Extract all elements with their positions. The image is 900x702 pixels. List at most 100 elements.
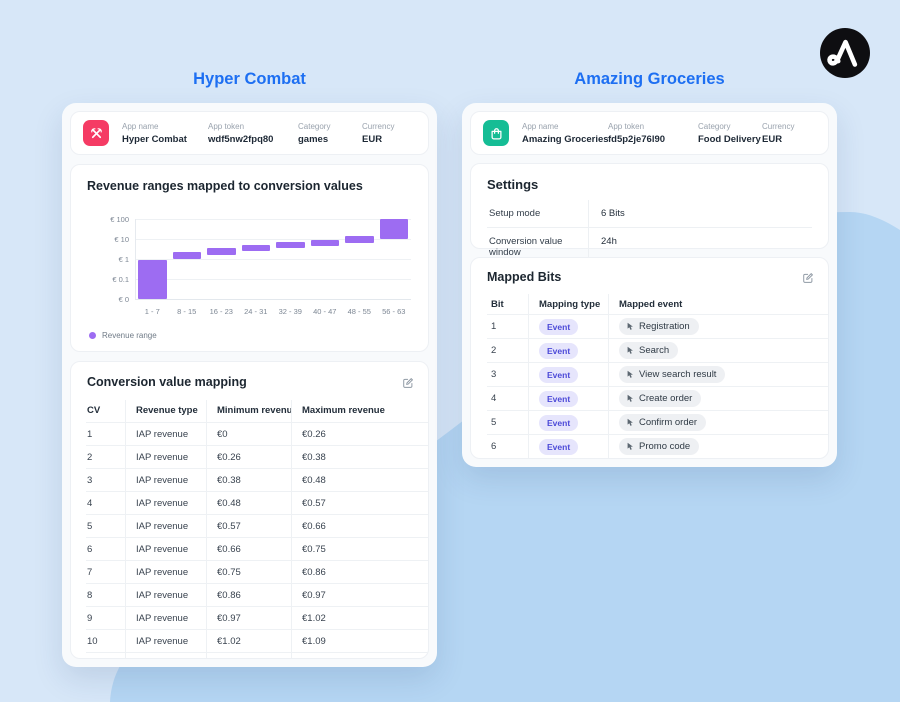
setting-label: Conversion value window: [487, 227, 589, 266]
field-label: App name: [522, 121, 559, 131]
cursor-icon: [627, 394, 633, 402]
cv-table-cell: €0.97: [207, 606, 292, 629]
field-label: Currency: [762, 121, 795, 131]
cv-table-cell: IAP revenue: [126, 583, 207, 606]
app-info-card-right: App name Amazing Groceries App token fd5p2j…: [470, 111, 829, 155]
cv-table-cell: €0.48: [292, 468, 428, 491]
cv-table-cell: 10: [86, 629, 126, 652]
cv-table-cell: €0.57: [207, 514, 292, 537]
settings-row: Conversion value window 24h: [487, 227, 812, 266]
edit-mapped-bits-button[interactable]: [800, 270, 816, 286]
field-value: games: [298, 133, 329, 145]
mapped-event-label: View search result: [639, 369, 717, 380]
cv-table-cell: €0.66: [207, 537, 292, 560]
cv-table-cell: €0.38: [207, 468, 292, 491]
mapped-event-cell: Search: [609, 338, 828, 362]
field-label: Category: [698, 121, 731, 131]
cv-table-header: Revenue type: [126, 400, 207, 422]
cv-table-cell: IAP revenue: [126, 445, 207, 468]
bit-number: 4: [487, 386, 529, 410]
mapped-bits-card: Mapped Bits Bit Mapping type Mapped event 1…: [470, 257, 829, 459]
field-value: Food Delivery: [698, 133, 761, 145]
mapped-event-pill: Registration: [619, 318, 699, 335]
cursor-icon: [627, 322, 633, 330]
chart-bar: [207, 247, 236, 256]
logo-a-mark: [827, 39, 858, 67]
cv-table-cell: IAP revenue: [126, 491, 207, 514]
x-axis-tick: 56 - 63: [382, 307, 406, 316]
cv-table-cell: 3: [86, 468, 126, 491]
field-value: fd5p2je76l90: [608, 133, 666, 145]
cv-table-cell: 7: [86, 560, 126, 583]
cv-table-cell: €0.86: [292, 560, 428, 583]
mapped-event-pill: Confirm order: [619, 414, 707, 431]
cv-mapping-card: Conversion value mapping CV Revenue type M…: [70, 361, 429, 659]
app-field-currency: Currency EUR: [762, 122, 816, 145]
cv-table-cell: 1: [86, 422, 126, 445]
app-fields-right: App name Amazing Groceries App token fd5p2j…: [522, 122, 816, 145]
setting-value: 6 Bits: [601, 208, 625, 219]
cv-table-partial-row: [292, 652, 428, 658]
field-value: wdf5nw2fpq80: [208, 133, 274, 145]
mapping-type-cell: Event: [529, 434, 609, 458]
mapping-type-cell: Event: [529, 410, 609, 434]
setting-value: 24h: [589, 227, 812, 266]
chart-title: Revenue ranges mapped to conversion valu…: [87, 179, 363, 193]
field-label: App token: [208, 121, 245, 131]
adjust-logo: [820, 28, 870, 78]
mapping-type-cell: Event: [529, 314, 609, 338]
cv-table-cell: IAP revenue: [126, 629, 207, 652]
app-fields-left: App name Hyper Combat App token wdf5nw2fpq8…: [122, 122, 416, 145]
mapped-event-label: Confirm order: [639, 417, 698, 428]
hyper-combat-column: Hyper Combat App name Hyper Combat App tok…: [62, 70, 437, 667]
gridline: [135, 259, 411, 260]
field-value: EUR: [762, 133, 783, 145]
app-field-category: Category games: [298, 122, 362, 145]
cursor-icon: [627, 370, 633, 378]
bits-table-header: Bit: [487, 294, 529, 314]
mapped-event-pill: View search result: [619, 366, 726, 383]
shopping-bag-icon: [483, 120, 509, 146]
cv-table-cell: IAP revenue: [126, 537, 207, 560]
y-axis-line: [135, 219, 136, 299]
cv-table-partial-row: [86, 652, 126, 658]
x-axis-tick: 48 - 55: [347, 307, 371, 316]
cursor-icon: [627, 418, 633, 426]
bit-number: 5: [487, 410, 529, 434]
cv-table-cell: €0.75: [207, 560, 292, 583]
cv-table-cell: €0.26: [292, 422, 428, 445]
mapped-event-label: Promo code: [639, 441, 691, 452]
edit-cv-mapping-button[interactable]: [400, 375, 416, 391]
mapped-event-label: Search: [639, 345, 670, 356]
cv-table-cell: €0.66: [292, 514, 428, 537]
app-field-app-token: App token fd5p2je76l90: [608, 122, 698, 145]
app-field-category: Category Food Delivery: [698, 122, 762, 145]
chart-bar: [310, 240, 339, 246]
gridline: [135, 219, 411, 220]
mapped-bits-table: Bit Mapping type Mapped event 1 Event Registr…: [471, 294, 828, 458]
chart-bar: [241, 244, 270, 251]
chart-legend: Revenue range: [89, 331, 157, 340]
cv-table-cell: IAP revenue: [126, 606, 207, 629]
chart-bar: [138, 259, 167, 299]
mapped-event-cell: Confirm order: [609, 410, 828, 434]
cv-mapping-title: Conversion value mapping: [87, 375, 247, 389]
event-type-badge: Event: [539, 390, 579, 407]
mapping-type-cell: Event: [529, 386, 609, 410]
cv-table-cell: €0.48: [207, 491, 292, 514]
mapped-event-label: Create order: [639, 393, 693, 404]
cv-table-cell: €0: [207, 422, 292, 445]
cv-table-cell: IAP revenue: [126, 468, 207, 491]
mapped-bits-title: Mapped Bits: [487, 270, 562, 284]
cv-table-cell: 4: [86, 491, 126, 514]
event-type-badge: Event: [539, 318, 579, 335]
y-axis-tick: € 0: [118, 295, 129, 304]
bit-number: 6: [487, 434, 529, 458]
settings-title: Settings: [487, 177, 539, 192]
cv-table-cell: 2: [86, 445, 126, 468]
mapping-type-cell: Event: [529, 362, 609, 386]
mapping-type-cell: Event: [529, 338, 609, 362]
chart-bar: [276, 242, 305, 249]
cv-table-cell: €0.26: [207, 445, 292, 468]
revenue-range-chart: € 100 € 10 € 1 € 0.1 € 0 1 - 7 8 - 15 16 - 23 24…: [110, 215, 411, 316]
